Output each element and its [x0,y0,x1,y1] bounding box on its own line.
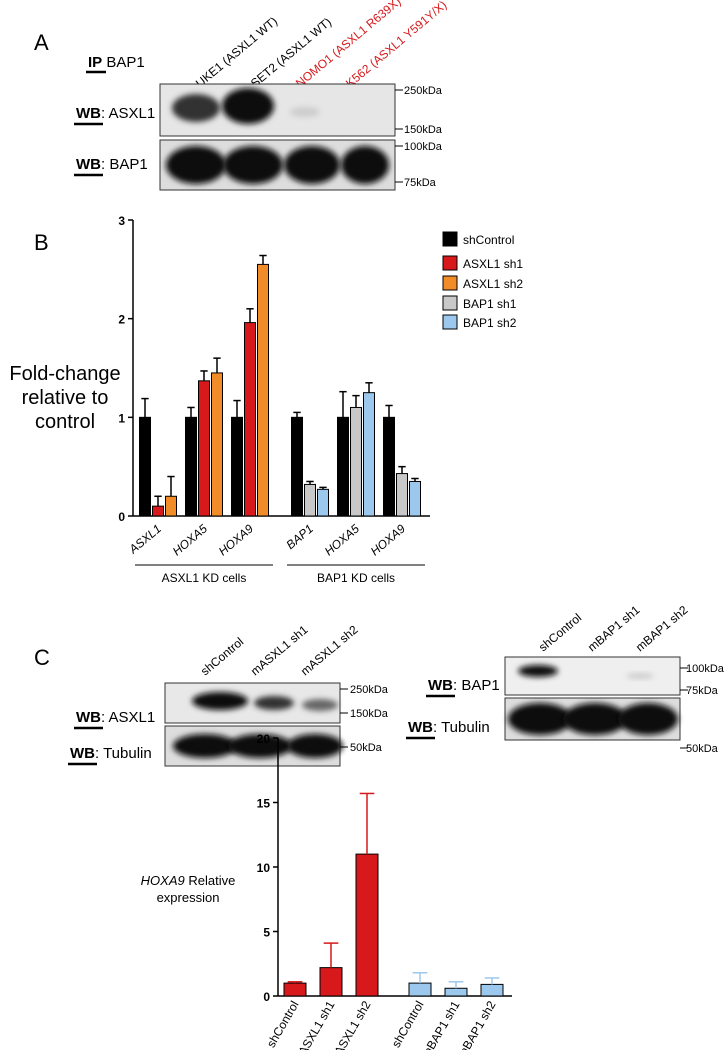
marker: 100kDa [404,141,443,153]
bar [337,416,349,517]
y-axis-label: Fold-change relative to control [9,363,121,433]
wb: WB [428,677,453,694]
gene-name: HOXA9 [140,873,185,888]
row-text: : BAP1 [101,156,148,173]
group-label: BAP1 KD cells [317,571,395,585]
ip-prefix: IP [88,54,102,71]
y-tick-label: 0 [118,510,125,524]
y-label-text: Relative expression [156,873,236,905]
panel-label: C [34,645,50,670]
bar [165,495,177,517]
bar [355,853,379,997]
marker: 75kDa [404,177,437,189]
legend-swatch [442,231,458,247]
x-tick-label: BAP1 [283,522,316,552]
y-axis-label: HOXA9 Relative expression [128,872,248,906]
bar [350,406,362,517]
row-text: : ASXL1 [101,105,155,122]
panel-label: A [34,30,49,55]
legend-swatch [442,275,458,291]
y-tick-label: 20 [257,732,271,746]
bar [304,483,316,517]
bar [317,488,329,517]
legend-label: BAP1 sh1 [463,297,517,311]
x-tick-label: ASXL1 [126,522,164,557]
marker: 250kDa [350,684,389,696]
panel-label: B [34,230,49,255]
y-tick-label: 5 [263,926,270,940]
bar [408,982,432,997]
row-label: WB: BAP1 [428,677,500,694]
x-tick-label: HOXA5 [170,521,210,558]
marker: 250kDa [404,85,443,97]
legend-swatch [442,255,458,271]
legend-label: ASXL1 sh1 [463,257,523,271]
bar [409,480,421,517]
wb: WB [76,156,101,173]
lane-label: K562 (ASXL1 Y591Y/X) [343,0,449,90]
bar [211,372,223,517]
bar [244,322,256,517]
y-tick-label: 2 [118,313,125,327]
bar [231,416,243,517]
row-label: WB: Tubulin [408,719,490,736]
row-text: : BAP1 [453,677,500,694]
x-tick-label: shControl [264,999,302,1050]
marker: 50kDa [686,743,719,755]
legend-label: BAP1 sh2 [463,316,517,330]
row-text: : Tubulin [433,719,490,736]
legend-swatch [442,314,458,330]
lane-label: mBAP1 sh2 [633,603,691,655]
row-label: WB: ASXL1 [76,105,155,122]
y-tick-label: 0 [263,990,270,1004]
legend-swatch [442,295,458,311]
lane-label: mBAP1 sh1 [585,603,643,655]
lane-label: shControl [536,611,584,655]
row-label: WB: Tubulin [70,745,152,762]
bar [363,392,375,517]
wb: WB [70,745,95,762]
row-label: WB: ASXL1 [76,709,155,726]
row-text: : ASXL1 [101,709,155,726]
bar [396,473,408,517]
y-tick-label: 1 [118,411,125,425]
row-text: : Tubulin [95,745,152,762]
bar [319,967,343,997]
wb: WB [76,709,101,726]
wb: WB [76,105,101,122]
lane-label: shControl [198,635,246,679]
marker: 100kDa [686,663,725,675]
marker: 75kDa [686,685,719,697]
x-tick-label: HOXA9 [216,521,256,558]
wb: WB [408,719,433,736]
bar [185,416,197,517]
legend-label: shControl [463,233,514,247]
y-tick-label: 3 [118,214,125,228]
group-label: ASXL1 KD cells [162,571,247,585]
marker: 50kDa [350,742,383,754]
bar [198,380,210,517]
row-label: WB: BAP1 [76,156,148,173]
ip-text: BAP1 [102,54,145,71]
marker: 150kDa [404,124,443,136]
blot [159,83,396,137]
bar [291,416,303,517]
x-tick-label: shControl [389,999,427,1050]
bar [139,416,151,517]
y-tick-label: 15 [257,797,271,811]
x-tick-label: HOXA9 [368,521,408,558]
bar [383,416,395,517]
bar [152,505,164,517]
bar [283,982,307,997]
legend-label: ASXL1 sh2 [463,277,523,291]
marker: 150kDa [350,708,389,720]
x-tick-label: HOXA5 [322,521,362,558]
bar [480,983,504,997]
ip-label: IP BAP1 [88,54,145,71]
y-tick-label: 10 [257,861,271,875]
bar [257,263,269,517]
bar [444,987,468,997]
